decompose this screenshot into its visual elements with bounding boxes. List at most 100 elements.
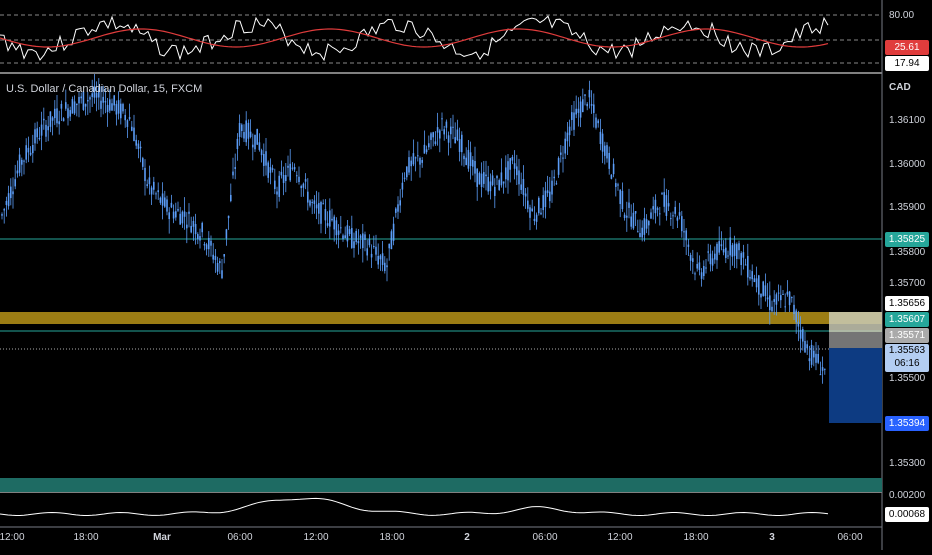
candle-body: [203, 244, 206, 246]
candle-body: [214, 255, 217, 260]
candle-body: [243, 132, 245, 139]
candle-body: [45, 124, 47, 137]
candle-body: [113, 95, 115, 106]
candle-body: [421, 160, 423, 163]
candle-body: [549, 191, 551, 202]
candle-body: [513, 163, 516, 169]
candle-body: [122, 104, 124, 112]
candle-body: [667, 203, 670, 207]
candle-body: [161, 193, 164, 206]
time-tick-day: 3: [769, 532, 775, 543]
candle-body: [120, 103, 122, 119]
short-position-stop-box[interactable]: [829, 312, 882, 332]
candle-body: [810, 344, 813, 365]
rsi-signal-line: [0, 28, 829, 48]
candle-body: [379, 255, 382, 260]
time-tick-day: 2: [464, 532, 470, 543]
candle-body: [736, 244, 738, 259]
candle-body: [414, 157, 417, 159]
candle-body: [507, 161, 509, 181]
candle-body: [643, 218, 646, 235]
candle-body: [337, 230, 340, 235]
candle-body: [401, 182, 404, 190]
candle-body: [282, 175, 285, 184]
candle-body: [742, 252, 745, 258]
candle-body: [758, 275, 760, 295]
candle-body: [738, 243, 740, 251]
candle-body: [25, 145, 27, 160]
candle-body: [16, 170, 19, 174]
candle-body: [340, 227, 342, 229]
short-position-target-box[interactable]: [829, 348, 882, 423]
candle-body: [148, 177, 151, 185]
candle-body: [439, 130, 441, 139]
candle-body: [166, 199, 168, 212]
candle-body: [49, 111, 52, 127]
candle-body: [359, 235, 362, 238]
candle-body: [260, 150, 263, 156]
candle-body: [381, 253, 384, 265]
candle-body: [342, 235, 344, 240]
candle-body: [62, 118, 65, 122]
candle-body: [621, 190, 624, 210]
candle-body: [615, 183, 617, 187]
candle-body: [632, 212, 635, 229]
candle-body: [392, 223, 395, 241]
candle-body: [252, 144, 254, 148]
candle-body: [386, 265, 388, 268]
candle-body: [91, 93, 93, 97]
candle-body: [225, 229, 228, 239]
candle-body: [208, 237, 210, 250]
candlestick-series: [1, 74, 826, 384]
rsi-value-badge: 17.94: [885, 56, 929, 71]
candle-body: [199, 236, 201, 241]
candle-body: [494, 186, 496, 196]
candle-body: [84, 103, 87, 107]
candle-body: [71, 99, 74, 114]
candle-body: [641, 227, 643, 238]
candle-body: [560, 152, 562, 155]
candle-body: [12, 191, 14, 195]
candle-body: [659, 213, 661, 215]
candle-body: [280, 171, 283, 176]
candle-body: [458, 139, 461, 152]
candle-body: [313, 200, 316, 204]
candle-body: [419, 157, 421, 165]
symbol-title: U.S. Dollar / Canadian Dollar, 15, FXCM: [6, 83, 203, 95]
candle-body: [249, 131, 252, 138]
current-price-value: 1.35563: [888, 345, 926, 356]
candle-body: [628, 202, 630, 208]
candle-body: [791, 297, 793, 299]
candle-body: [601, 133, 604, 152]
candle-body: [384, 262, 386, 271]
candle-body: [375, 246, 377, 255]
candle-body: [626, 215, 628, 218]
candle-body: [309, 200, 311, 206]
candle-body: [54, 108, 56, 119]
candle-body: [126, 120, 129, 127]
candle-body: [115, 103, 118, 115]
candle-body: [610, 174, 613, 179]
candle-body: [586, 103, 588, 107]
current-price-badge: 1.35563 06:16: [885, 344, 929, 372]
candle-body: [32, 145, 34, 154]
short-position-entry-box[interactable]: [829, 332, 882, 348]
candle-body: [573, 112, 575, 130]
candle-body: [60, 103, 63, 109]
candle-body: [749, 277, 751, 279]
candle-body: [692, 258, 694, 262]
candle-body: [533, 218, 536, 221]
candle-body: [542, 195, 544, 211]
candle-body: [725, 247, 727, 258]
candle-body: [362, 233, 364, 249]
candle-body: [502, 181, 505, 184]
candle-body: [430, 133, 432, 140]
candle-body: [276, 191, 278, 195]
candle-body: [731, 245, 734, 257]
candle-body: [106, 104, 109, 113]
candle-body: [388, 243, 390, 249]
candle-body: [219, 261, 221, 264]
time-tick: 06:00: [837, 532, 863, 543]
candle-body: [571, 112, 573, 120]
